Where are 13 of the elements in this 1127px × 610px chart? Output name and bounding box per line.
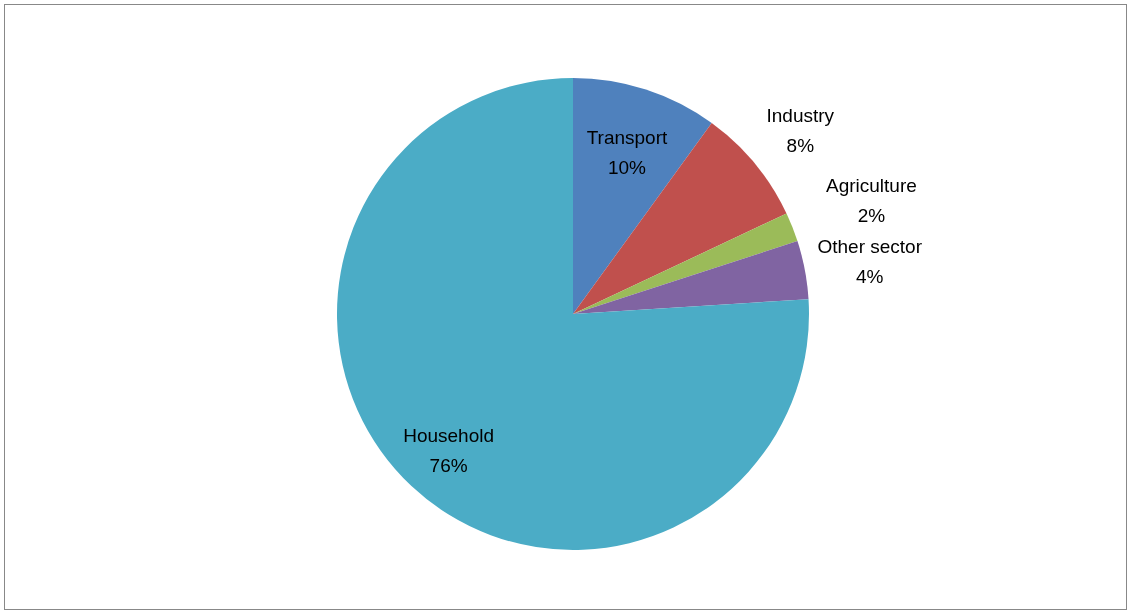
data-label: 8% [786, 134, 815, 156]
pie-slice [573, 241, 809, 314]
slice-label: Other sector [817, 236, 923, 258]
pie-slice [573, 78, 712, 314]
slice-label: Industry [766, 104, 835, 126]
pie-slice [573, 213, 798, 314]
slice-label: Transport [586, 126, 668, 148]
data-label: 2% [857, 204, 886, 226]
slice-label: Agriculture [826, 174, 917, 196]
slice-label: Household [403, 425, 495, 447]
data-label: 4% [855, 266, 884, 288]
data-label: 76% [429, 455, 468, 477]
data-label: 10% [607, 156, 647, 178]
